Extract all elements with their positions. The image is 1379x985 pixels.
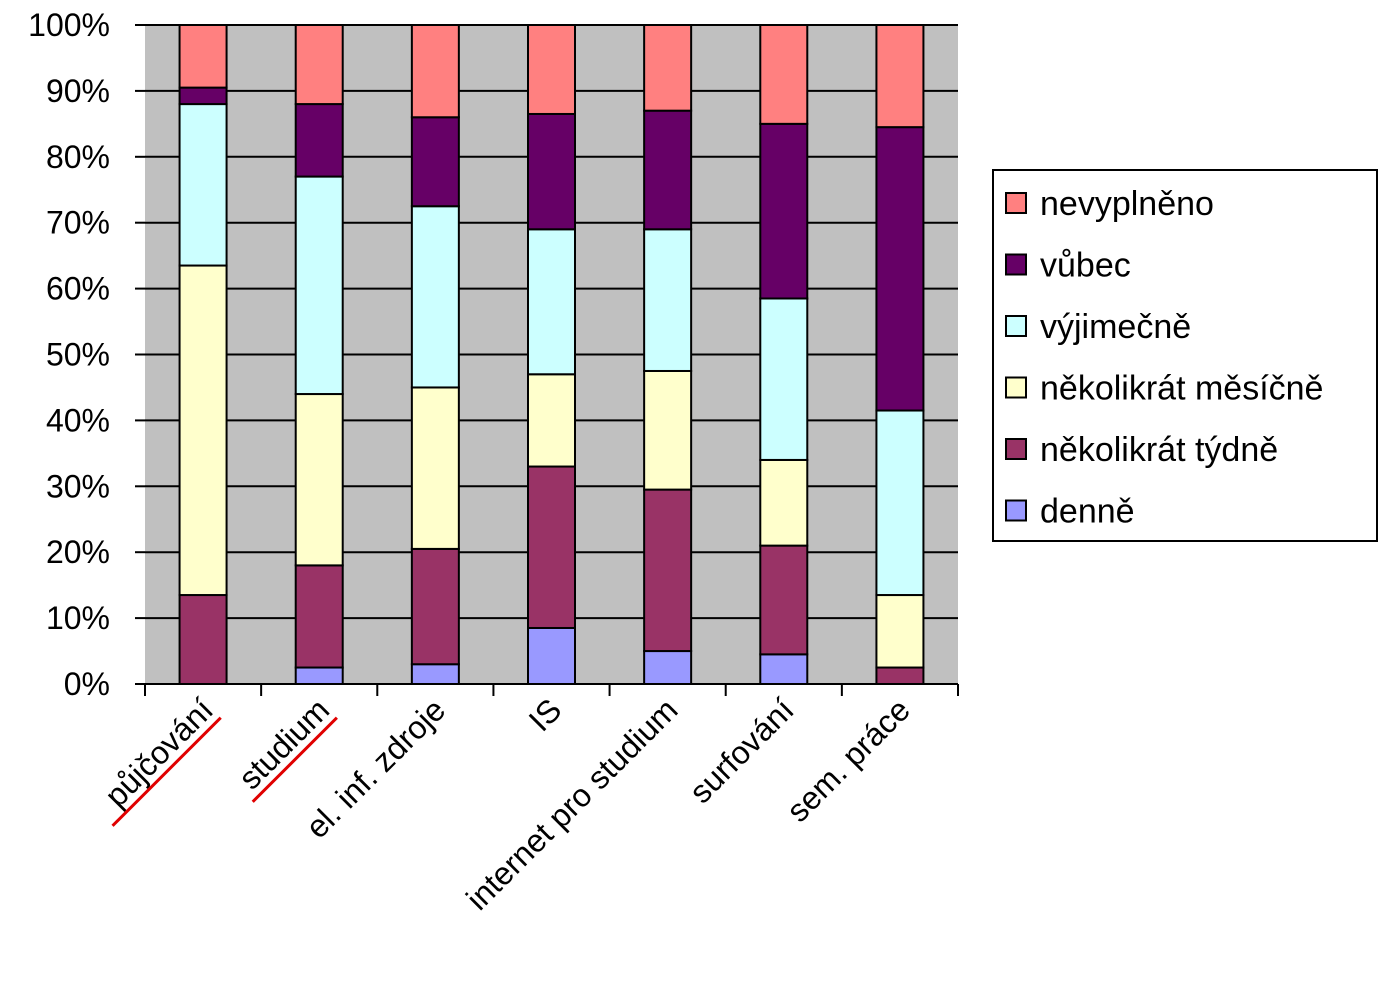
bar-stack-studium bbox=[294, 24, 344, 686]
legend-item-nekolikrat-tydne: několikrát týdně bbox=[1005, 431, 1278, 469]
bar-el-inf-zdroje-vubec bbox=[410, 116, 460, 208]
legend-label: denně bbox=[1040, 493, 1135, 531]
legend: nevyplněno vůbec výjimečně několikrát měsíč… bbox=[992, 169, 1378, 542]
bar-surfovani-vubec bbox=[759, 122, 809, 300]
legend-label: vůbec bbox=[1040, 247, 1131, 285]
bar-internet-pro-studium-denne bbox=[643, 650, 693, 685]
y-tick-label: 60% bbox=[46, 271, 110, 307]
legend-item-nevyplneno: nevyplněno bbox=[1005, 185, 1214, 223]
bar-is-vubec bbox=[527, 112, 576, 231]
legend-label: několikrát měsíčně bbox=[1040, 370, 1323, 408]
bar-studium-nekolikrat-tydne bbox=[294, 564, 344, 669]
bars bbox=[178, 24, 925, 686]
bar-surfovani-nekolikrat-tydne bbox=[759, 544, 809, 656]
category-label-surfovani: surfování bbox=[682, 691, 801, 810]
y-tick-label: 40% bbox=[46, 402, 110, 438]
bar-sem-prace-nekolikrat-tydne bbox=[875, 666, 925, 686]
category-label-studium: studium bbox=[231, 691, 336, 796]
bar-is-nekolikrat-tydne bbox=[527, 465, 576, 629]
bar-el-inf-zdroje-nevyplneno bbox=[410, 24, 460, 119]
bar-stack-internet-pro-studium bbox=[643, 24, 693, 685]
category-label-internet-pro-studium: internet pro studium bbox=[459, 691, 684, 916]
bar-sem-prace-vubec bbox=[875, 126, 925, 412]
legend-item-vyjimecne: výjimečně bbox=[1005, 308, 1191, 346]
bar-stack-pujcovani bbox=[178, 24, 228, 685]
category-label-pujcovani: půjčování bbox=[98, 691, 220, 813]
bar-el-inf-zdroje-nekolikrat-mesicne bbox=[410, 386, 460, 550]
bar-studium-nekolikrat-mesicne bbox=[294, 393, 344, 567]
y-tick-label: 50% bbox=[46, 337, 110, 373]
bar-surfovani-vyjimecne bbox=[759, 297, 809, 461]
bar-surfovani-nekolikrat-mesicne bbox=[759, 458, 809, 547]
bar-internet-pro-studium-nekolikrat-tydne bbox=[643, 488, 693, 653]
y-tick-label: 0% bbox=[64, 666, 110, 702]
bar-pujcovani-nekolikrat-mesicne bbox=[178, 264, 228, 597]
y-tick-label: 80% bbox=[46, 139, 110, 175]
bar-is-nevyplneno bbox=[527, 24, 576, 115]
x-tick-marks bbox=[144, 684, 959, 696]
bar-is-denne bbox=[527, 626, 576, 685]
bar-pujcovani-vyjimecne bbox=[178, 103, 228, 267]
category-label-sem-prace: sem. práce bbox=[780, 691, 917, 828]
category-underline-pujcovani bbox=[111, 716, 222, 827]
legend-swatch bbox=[1005, 315, 1027, 337]
bar-is-nekolikrat-mesicne bbox=[527, 373, 576, 468]
bar-stack-el-inf-zdroje bbox=[410, 24, 460, 685]
bar-studium-vyjimecne bbox=[294, 175, 344, 396]
bar-internet-pro-studium-nekolikrat-mesicne bbox=[643, 369, 693, 491]
legend-swatch bbox=[1005, 438, 1027, 460]
bar-internet-pro-studium-vubec bbox=[643, 109, 693, 231]
y-tick-label: 90% bbox=[46, 73, 110, 109]
bar-studium-nevyplneno bbox=[294, 24, 344, 106]
bar-pujcovani-nevyplneno bbox=[178, 24, 228, 89]
legend-label: několikrát týdně bbox=[1040, 431, 1278, 469]
category-label-is: IS bbox=[522, 691, 569, 738]
bar-el-inf-zdroje-vyjimecne bbox=[410, 205, 460, 389]
bar-sem-prace-nevyplneno bbox=[875, 24, 925, 129]
legend-swatch bbox=[1005, 192, 1027, 214]
bar-surfovani-denne bbox=[759, 653, 809, 685]
bar-sem-prace-vyjimecne bbox=[875, 409, 925, 597]
legend-item-denne: denně bbox=[1005, 493, 1135, 531]
legend-item-vubec: vůbec bbox=[1005, 247, 1131, 285]
y-tick-labels: 0% 10% 20% 30% 40% 50% 60% 70% 80% 90% 100% bbox=[28, 7, 145, 702]
bar-internet-pro-studium-nevyplneno bbox=[643, 24, 693, 112]
legend-label: nevyplněno bbox=[1040, 185, 1214, 223]
legend-swatch bbox=[1005, 376, 1027, 399]
y-tick-label: 30% bbox=[46, 468, 110, 504]
legend-swatch bbox=[1005, 253, 1027, 276]
bar-el-inf-zdroje-denne bbox=[410, 663, 460, 685]
legend-label: výjimečně bbox=[1040, 308, 1191, 346]
bar-stack-surfovani bbox=[759, 24, 809, 685]
bar-el-inf-zdroje-nekolikrat-tydne bbox=[410, 547, 460, 666]
y-tick-label: 100% bbox=[28, 7, 110, 43]
bar-sem-prace-nekolikrat-mesicne bbox=[875, 594, 925, 669]
y-tick-label: 70% bbox=[46, 205, 110, 241]
legend-box bbox=[992, 169, 1378, 542]
bar-stack-sem-prace bbox=[875, 24, 925, 686]
y-tick-label: 20% bbox=[46, 534, 110, 570]
bar-studium-denne bbox=[294, 666, 344, 686]
y-tick-label: 10% bbox=[46, 600, 110, 636]
bar-is-vyjimecne bbox=[527, 228, 576, 376]
legend-swatch bbox=[1005, 499, 1027, 522]
legend-item-nekolikrat-mesicne: několikrát měsíčně bbox=[1005, 370, 1323, 408]
bar-internet-pro-studium-vyjimecne bbox=[643, 228, 693, 372]
bar-surfovani-nevyplneno bbox=[759, 24, 809, 125]
category-underline-studium bbox=[251, 716, 338, 803]
bar-pujcovani-nekolikrat-tydne bbox=[178, 594, 228, 685]
bar-stack-is bbox=[527, 24, 576, 685]
bar-studium-vubec bbox=[294, 103, 344, 178]
bar-pujcovani-vubec bbox=[178, 86, 228, 106]
